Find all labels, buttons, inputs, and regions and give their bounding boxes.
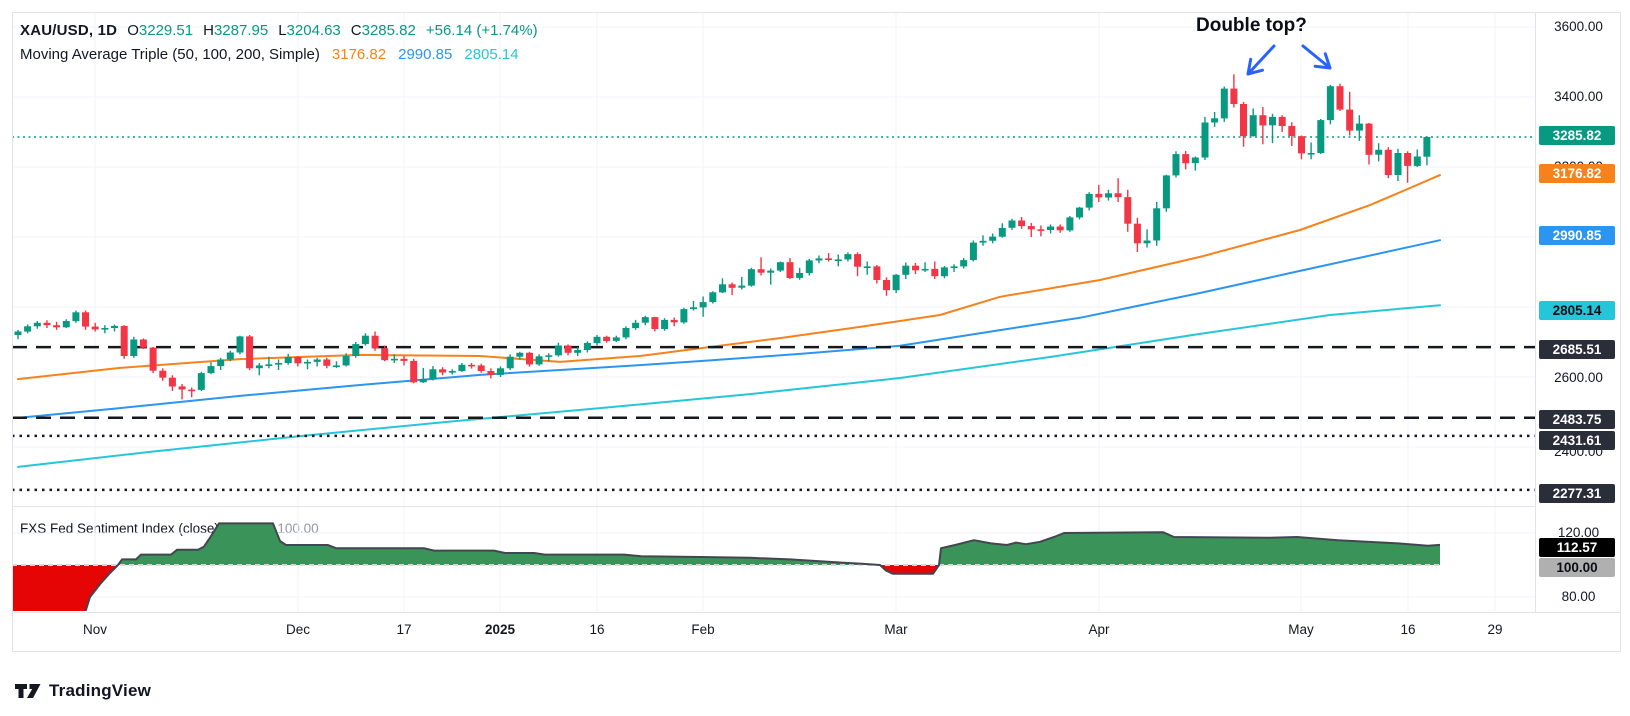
price-tick: 80.00 [1561,589,1596,604]
price-badge: 112.57 [1539,537,1615,557]
ohlc-values: O3229.51 H3287.95 L3204.63 C3285.82 [117,22,416,39]
indicator-label[interactable]: Moving Average Triple (50, 100, 200, Sim… [20,46,320,63]
time-axis-label: Apr [1088,622,1110,637]
price-tick: 3400.00 [1554,89,1603,104]
price-scale[interactable]: 3600.003400.003200.002600.002400.00120.0… [1535,12,1621,650]
time-axis-label: Feb [691,622,715,637]
double-top-annotation[interactable]: Double top? [1196,15,1307,36]
time-axis-label: 29 [1487,622,1503,637]
symbol-title[interactable]: XAU/USD, 1D [20,22,118,39]
price-badge: 100.00 [1539,557,1615,577]
time-axis-label: 17 [396,622,412,637]
price-tick: 2600.00 [1554,370,1603,385]
price-badge: 3176.82 [1539,163,1615,183]
ohlc-number: 3229.51 [138,22,194,39]
time-axis-label: Nov [82,622,108,637]
price-badge: 2990.85 [1539,225,1615,245]
ohlc-letter: C [350,22,362,39]
pane-separator[interactable] [12,506,1535,507]
tradingview-logo[interactable]: TradingView [14,680,151,702]
ma-value: 2805.14 [464,46,519,63]
ma-value: 2990.85 [398,46,453,63]
price-change: +56.14 (+1.74%) [425,22,538,39]
price-badge: 3285.82 [1539,125,1615,145]
ohlc-number: 3204.63 [286,22,341,39]
price-tick: 120.00 [1557,525,1600,540]
sentiment-indicator-label: FXS Fed Sentiment Index (close) [20,521,219,536]
price-badge: 2431.61 [1539,430,1615,450]
ma-values: 3176.82 2990.85 2805.14 [320,46,519,63]
tradingview-logo-text: TradingView [49,681,152,700]
time-axis-label: Mar [884,622,908,637]
ma-value: 3176.82 [331,46,387,63]
price-badge: 2805.14 [1539,300,1615,320]
ohlc-letter: L [278,22,287,39]
price-badge: 2277.31 [1539,483,1615,503]
ohlc-number: 3287.95 [213,22,269,39]
time-axis-label: May [1288,622,1314,637]
ohlc-letter: O [127,22,139,39]
ohlc-letter: H [203,22,214,39]
time-axis-label: Dec [285,622,311,637]
ohlc-number: 3285.82 [361,22,416,39]
price-tick: 3600.00 [1554,19,1603,34]
tradingview-logo-icon [15,684,41,698]
symbol-header: XAU/USD, 1D O3229.51 H3287.95 L3204.63 C3285… [20,20,538,66]
time-axis-label: 16 [589,622,605,637]
time-axis[interactable]: Nov Dec 17 2025 16 Feb Mar Apr May 16 29 [12,612,1620,651]
price-badge: 2483.75 [1539,409,1615,429]
time-axis-label: 2025 [484,622,516,637]
price-badge: 2685.51 [1539,339,1615,359]
time-axis-label: 16 [1400,622,1416,637]
